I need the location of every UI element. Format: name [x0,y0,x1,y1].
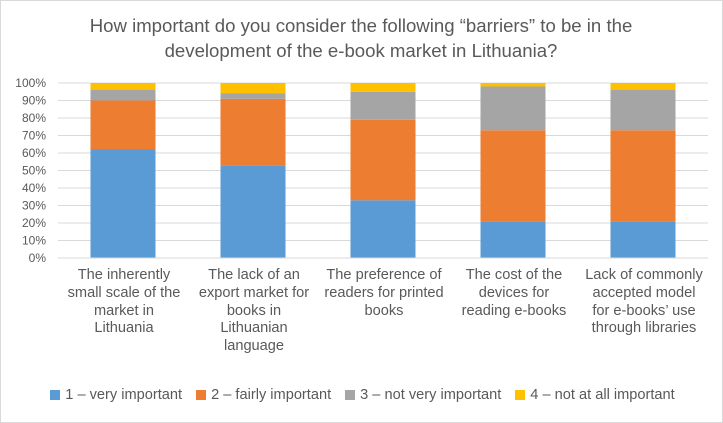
category-label-line: market in [93,302,154,319]
y-tick-label: 30% [22,199,46,213]
legend-swatch [345,390,356,400]
legend-item: 4 – not at all important [515,387,675,403]
category-label-line: accepted model [592,284,696,301]
bar-segment-series-4-cat-4 [480,83,546,87]
bar-segment-series-4-cat-3 [350,83,416,92]
category-label: The preference of readers for printed book… [322,267,446,320]
category-label-line: export market for [198,284,310,301]
category-label-line: Lithuanian [220,320,288,337]
bar-segment-series-2-cat-2 [220,98,286,166]
bar-segment-series-4-cat-1 [90,83,156,90]
bar-segment-series-4-cat-2 [220,83,286,94]
category-label-line: Lithuania [94,320,154,337]
legend-item: 3 – not very important [345,387,501,403]
y-tick-label: 90% [22,94,46,108]
bar-segment-series-1-cat-2 [220,165,286,258]
category-label-line: reading e-books [461,302,567,319]
y-tick-label: 40% [22,181,46,195]
bar-segment-series-3-cat-5 [610,90,676,131]
category-label-line: through libraries [591,320,697,337]
y-tick-label: 0% [29,251,47,265]
y-tick-label: 70% [22,129,46,143]
category-label-line: books in [226,302,282,319]
bar-segment-series-3-cat-1 [90,90,156,101]
category-label-line: small scale of the [67,284,181,301]
bar-segment-series-1-cat-1 [90,149,156,258]
bar-series [90,83,676,258]
chart-title: How important do you consider the follow… [41,13,681,63]
bar-segment-series-2-cat-1 [90,100,156,150]
bar-segment-series-3-cat-2 [220,93,286,99]
y-tick-label: 80% [22,111,46,125]
bar-segment-series-3-cat-4 [480,86,546,131]
category-label: The cost of the devices for reading e-book… [452,267,576,320]
category-label-line: The lack of an [208,267,300,283]
category-label: The lack of an export market for books in L… [192,267,316,356]
legend-label: 2 – fairly important [211,387,332,403]
y-tick-label: 20% [22,216,46,230]
bar-segment-series-2-cat-4 [480,130,546,222]
y-tick-label: 10% [22,234,46,248]
category-label: The inherently small scale of the market i… [62,267,186,338]
y-tick-label: 60% [22,146,46,160]
category-label-line: books [364,302,404,319]
legend-swatch [515,390,526,400]
category-label-line: The preference of [326,267,442,283]
chart-title-line-2: development of the e-book market in Lith… [164,40,558,61]
legend-swatch [196,390,207,400]
legend-swatch [50,390,61,400]
bar-segment-series-2-cat-3 [350,119,416,201]
legend-label: 3 – not very important [360,387,502,403]
bar-segment-series-4-cat-5 [610,83,676,90]
category-label-line: devices for [478,284,550,301]
category-label-line: readers for printed [324,284,444,301]
bar-segment-series-2-cat-5 [610,130,676,222]
category-label-line: language [223,338,285,355]
category-label-line: The inherently [77,267,171,283]
y-axis-tick-labels: 0% 10% 20% 30% 40% 50% 60% 70% 80% 90% 100% [15,76,46,265]
chart-legend: 1 – very important 2 – fairly important 3 … [1,387,723,403]
category-label-line: for e-books’ use [592,302,696,319]
y-tick-label: 50% [22,164,46,178]
chart-title-line-1: How important do you consider the follow… [89,15,633,36]
legend-label: 1 – very important [65,387,183,403]
legend-item: 2 – fairly important [196,387,331,403]
bar-segment-series-1-cat-5 [610,221,676,258]
legend-item: 1 – very important [50,387,182,403]
bar-segment-series-1-cat-4 [480,221,546,258]
legend-label: 4 – not at all important [530,387,675,403]
y-tick-label: 100% [15,76,46,90]
category-label: Lack of commonly accepted model for e-book… [582,267,706,338]
category-label-line: Lack of commonly [585,267,703,283]
bar-segment-series-3-cat-3 [350,91,416,120]
bar-segment-series-1-cat-3 [350,200,416,258]
category-label-line: The cost of the [465,267,563,283]
